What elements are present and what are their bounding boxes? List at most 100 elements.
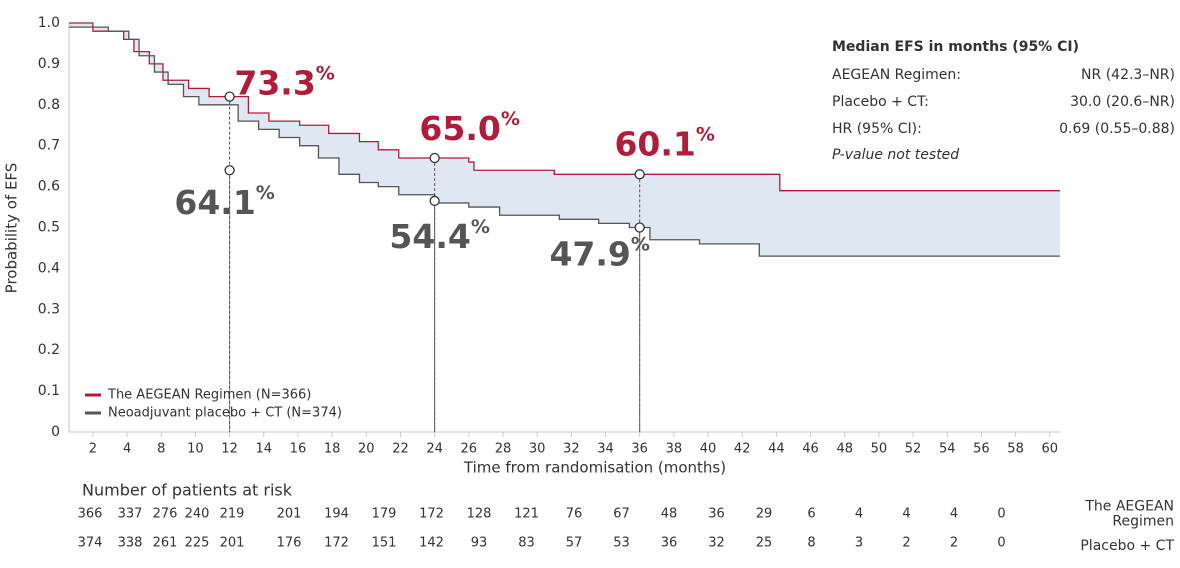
x-tick-label: 26 [461, 442, 478, 457]
risk-count: 2 [950, 536, 958, 551]
risk-count: 201 [277, 507, 302, 522]
y-tick-label: 0.4 [38, 260, 60, 276]
y-tick-label: 0.5 [38, 220, 60, 236]
point-marker [224, 91, 235, 102]
x-tick-label: 52 [905, 442, 922, 457]
x-axis-label: Time from randomisation (months) [463, 459, 726, 477]
point-marker [224, 165, 235, 176]
risk-row-label: Placebo + CT [1080, 538, 1174, 554]
x-tick-label: 38 [666, 442, 683, 457]
risk-count: 374 [78, 536, 103, 551]
summary-label: AEGEAN Regimen: [832, 67, 961, 83]
x-tick-label: 54 [939, 442, 956, 457]
y-tick-label: 0 [51, 424, 60, 440]
y-tick-label: 0.2 [38, 342, 60, 358]
y-tick-label: 0.9 [38, 56, 60, 72]
risk-count: 338 [118, 536, 143, 551]
risk-count: 4 [950, 507, 958, 522]
risk-count: 4 [855, 507, 863, 522]
survival-curve [69, 26, 1060, 257]
point-label-value: 47.9 [549, 234, 630, 273]
risk-count: 3 [855, 536, 863, 551]
y-tick-label: 0.3 [38, 301, 60, 317]
risk-count: 225 [185, 536, 210, 551]
risk-count: 36 [708, 507, 725, 522]
x-tick-label: 20 [358, 442, 375, 457]
legend-label: The AEGEAN Regimen (N=366) [107, 388, 311, 403]
risk-count: 0 [997, 536, 1005, 551]
risk-count: 53 [613, 536, 630, 551]
point-label: 60.1% [614, 123, 714, 163]
risk-count: 121 [514, 507, 539, 522]
risk-count: 2 [902, 536, 910, 551]
x-tick-label: 16 [290, 442, 307, 457]
x-tick-label: 18 [324, 442, 341, 457]
point-label-unit: % [631, 233, 650, 255]
risk-count: 176 [277, 536, 302, 551]
x-tick-label: 2 [89, 442, 97, 457]
risk-count: 36 [661, 536, 678, 551]
summary-label: Placebo + CT: [832, 94, 929, 110]
x-tick-label: 46 [802, 442, 819, 457]
x-tick-label: 40 [700, 442, 717, 457]
y-tick-label: 0.1 [38, 383, 60, 399]
risk-count: 261 [153, 536, 178, 551]
survival-curve [69, 22, 1060, 192]
x-tick-label: 4 [123, 442, 131, 457]
risk-count: 172 [419, 507, 444, 522]
summary-value: 30.0 (20.6–NR) [1070, 94, 1175, 110]
legend-swatch [85, 411, 101, 415]
point-label: 47.9% [549, 233, 649, 273]
risk-count: 6 [807, 507, 815, 522]
point-label-value: 65.0 [419, 108, 500, 147]
risk-count: 76 [566, 507, 583, 522]
risk-count: 337 [118, 507, 143, 522]
legend-swatch [85, 393, 101, 397]
risk-count: 93 [471, 536, 488, 551]
risk-count: 4 [902, 507, 910, 522]
summary-value: 0.69 (0.55–0.88) [1059, 121, 1175, 137]
x-tick-label: 60 [1041, 442, 1058, 457]
point-label: 73.3% [234, 62, 334, 102]
risk-count: 179 [372, 507, 397, 522]
difference-shading [69, 23, 1060, 257]
point-marker [634, 169, 645, 180]
x-tick-label: 48 [836, 442, 853, 457]
point-label-value: 73.3 [234, 63, 315, 102]
x-tick-label: 42 [734, 442, 751, 457]
risk-count: 128 [467, 507, 492, 522]
point-label: 65.0% [419, 107, 519, 147]
risk-count: 32 [708, 536, 725, 551]
point-label: 54.4% [389, 215, 489, 255]
x-tick-label: 14 [256, 442, 273, 457]
x-tick-label: 56 [973, 442, 990, 457]
x-tick-label: 12 [221, 442, 238, 457]
risk-count: 240 [185, 507, 210, 522]
risk-table-title: Number of patients at risk [82, 481, 293, 500]
summary-note: P-value not tested [832, 147, 959, 163]
risk-count: 67 [613, 507, 630, 522]
point-marker [429, 152, 440, 164]
point-label-value: 54.4 [389, 216, 470, 255]
x-tick-label: 8 [157, 442, 165, 457]
risk-count: 151 [372, 536, 397, 551]
risk-row-label: The AEGEAN [1084, 499, 1174, 515]
point-marker [429, 195, 440, 207]
x-tick-label: 28 [495, 442, 512, 457]
risk-count: 201 [220, 536, 245, 551]
risk-count: 194 [324, 507, 349, 522]
point-label-unit: % [501, 107, 520, 129]
x-tick-label: 10 [187, 442, 204, 457]
risk-count: 57 [566, 536, 583, 551]
y-tick-label: 1.0 [38, 15, 60, 31]
point-label-unit: % [316, 62, 335, 84]
x-tick-label: 36 [631, 442, 648, 457]
summary-label: HR (95% CI): [832, 121, 922, 137]
point-label-value: 64.1 [174, 183, 255, 222]
point-label-unit: % [256, 182, 275, 204]
risk-count: 0 [997, 507, 1005, 522]
y-axis-label: Probability of EFS [3, 163, 21, 294]
risk-row-label: Regimen [1112, 514, 1174, 530]
legend-label: Neoadjuvant placebo + CT (N=374) [108, 406, 342, 421]
